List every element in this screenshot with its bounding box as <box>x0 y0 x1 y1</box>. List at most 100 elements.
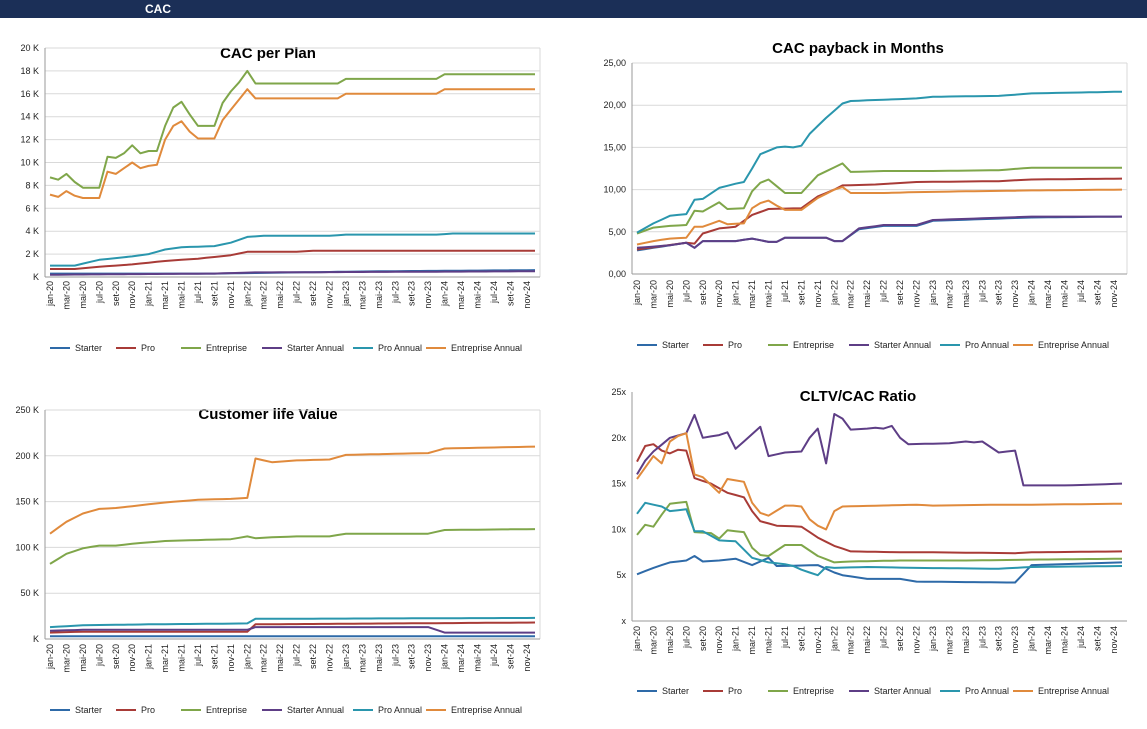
x-tick-label: nov-24 <box>1109 280 1119 308</box>
legend-item-starter: Starter <box>637 340 689 350</box>
y-tick-label: 10 K <box>20 158 39 168</box>
x-tick-label: nov-20 <box>714 626 724 654</box>
legend-item-pro: Pro <box>116 343 155 353</box>
x-tick-label: jul-24 <box>1076 626 1086 649</box>
x-tick-label: set-22 <box>308 644 318 669</box>
y-tick-label: 5,00 <box>608 227 626 237</box>
y-tick-label: 250 K <box>15 405 39 415</box>
y-tick-label: 20x <box>611 433 626 443</box>
y-tick-label: 20 K <box>20 43 39 53</box>
y-tick-label: K <box>33 634 39 644</box>
x-tick-label: set-24 <box>1092 280 1102 305</box>
legend-label: Pro Annual <box>378 343 422 353</box>
legend-label: Entreprise <box>793 686 834 696</box>
legend-item-entreprise-annual: Entreprise Annual <box>426 343 522 353</box>
y-tick-label: 14 K <box>20 112 39 122</box>
x-tick-label: jan-22 <box>242 644 252 670</box>
series-line-starter-annual <box>636 215 1122 249</box>
legend-item-entreprise: Entreprise <box>768 340 834 350</box>
series-line-starter <box>636 555 1123 584</box>
x-tick-label: nov-24 <box>522 281 532 309</box>
x-tick-label: set-20 <box>111 281 121 306</box>
legend-label: Entreprise <box>206 705 247 715</box>
series-line-starter <box>636 215 1123 252</box>
series-line-entreprise-annual <box>49 88 535 199</box>
x-tick-label: set-23 <box>994 626 1004 651</box>
chart-title: CAC payback in Months <box>772 40 944 57</box>
legend-item-pro: Pro <box>703 340 742 350</box>
x-tick-label: mai-23 <box>374 281 384 309</box>
x-tick-label: set-21 <box>796 280 806 305</box>
series-line-pro <box>636 177 1123 251</box>
x-tick-label: mar-21 <box>160 281 170 310</box>
chart-ratio: CLTV/CAC Ratio x 5x 10x 15x 20x 25x jan-20 mar-2… <box>611 387 1127 696</box>
legend-item-pro-annual: Pro Annual <box>353 343 422 353</box>
legend-item-pro: Pro <box>703 686 742 696</box>
series-line-entreprise <box>49 528 536 565</box>
y-tick-label: 100 K <box>15 542 39 552</box>
x-tick-label: nov-24 <box>1109 626 1119 654</box>
x-tick-label: mai-23 <box>961 626 971 654</box>
x-tick-label: mar-20 <box>648 280 658 309</box>
y-tick-label: 200 K <box>15 451 39 461</box>
x-tick-label: set-20 <box>698 626 708 651</box>
series-line-entreprise-annual <box>636 432 1122 531</box>
y-tick-label: 10,00 <box>603 185 626 195</box>
x-tick-label: jul-22 <box>292 281 302 304</box>
series-line-pro-annual <box>50 232 535 267</box>
series-line-pro <box>49 621 536 634</box>
x-tick-label: jan-20 <box>45 644 55 670</box>
series-line-pro-annual <box>49 616 536 629</box>
x-tick-label: set-20 <box>111 644 121 669</box>
x-tick-label: jan-21 <box>144 644 154 670</box>
legend-label: Pro <box>141 705 155 715</box>
y-tick-label: 18 K <box>20 66 39 76</box>
x-tick-label: nov-22 <box>324 644 334 672</box>
x-tick-label: mar-21 <box>747 626 757 655</box>
x-tick-label: jul-22 <box>879 626 889 649</box>
y-tick-label: 12 K <box>20 135 39 145</box>
y-tick-label: 50 K <box>20 588 39 598</box>
legend-label: Starter Annual <box>287 705 344 715</box>
x-tick-label: jul-22 <box>879 280 889 303</box>
x-tick-label: mai-22 <box>275 644 285 672</box>
x-tick-label: mai-20 <box>665 626 675 654</box>
series-line-pro-annual <box>636 501 1123 577</box>
legend-item-starter-annual: Starter Annual <box>262 343 344 353</box>
x-tick-label: nov-23 <box>423 644 433 672</box>
y-tick-label: 8 K <box>25 180 39 190</box>
x-tick-label: nov-23 <box>1010 626 1020 654</box>
x-tick-label: mar-24 <box>456 281 466 310</box>
legend-item-entreprise-annual: Entreprise Annual <box>1013 340 1109 350</box>
x-tick-label: set-22 <box>308 281 318 306</box>
legend-label: Pro <box>728 686 742 696</box>
x-tick-label: mar-23 <box>944 626 954 655</box>
x-tick-label: set-20 <box>698 280 708 305</box>
legend-item-starter-annual: Starter Annual <box>262 705 344 715</box>
x-tick-label: mar-24 <box>456 644 466 673</box>
x-tick-label: nov-20 <box>127 644 137 672</box>
x-tick-label: mai-21 <box>177 281 187 309</box>
legend-label: Entreprise <box>793 340 834 350</box>
x-tick-label: jan-23 <box>928 626 938 652</box>
x-tick-label: nov-22 <box>911 626 921 654</box>
series-line-pro-annual <box>636 90 1123 234</box>
x-tick-label: jul-23 <box>977 626 987 649</box>
y-tick-label: 10x <box>611 524 626 534</box>
x-tick-label: mar-22 <box>846 280 856 309</box>
series-line-entreprise-annual <box>49 445 536 535</box>
legend-label: Entreprise Annual <box>1038 340 1109 350</box>
y-tick-label: 20,00 <box>603 100 626 110</box>
x-tick-label: jan-23 <box>341 281 351 307</box>
legend-label: Pro Annual <box>965 340 1009 350</box>
x-tick-label: mai-23 <box>374 644 384 672</box>
x-tick-label: set-21 <box>209 281 219 306</box>
x-tick-label: jan-21 <box>144 281 154 307</box>
x-tick-label: mai-24 <box>472 644 482 672</box>
legend-label: Entreprise Annual <box>1038 686 1109 696</box>
x-tick-label: mar-22 <box>259 644 269 673</box>
x-tick-label: jan-22 <box>242 281 252 307</box>
y-tick-label: 25x <box>611 387 626 397</box>
x-tick-label: jul-24 <box>1076 280 1086 303</box>
